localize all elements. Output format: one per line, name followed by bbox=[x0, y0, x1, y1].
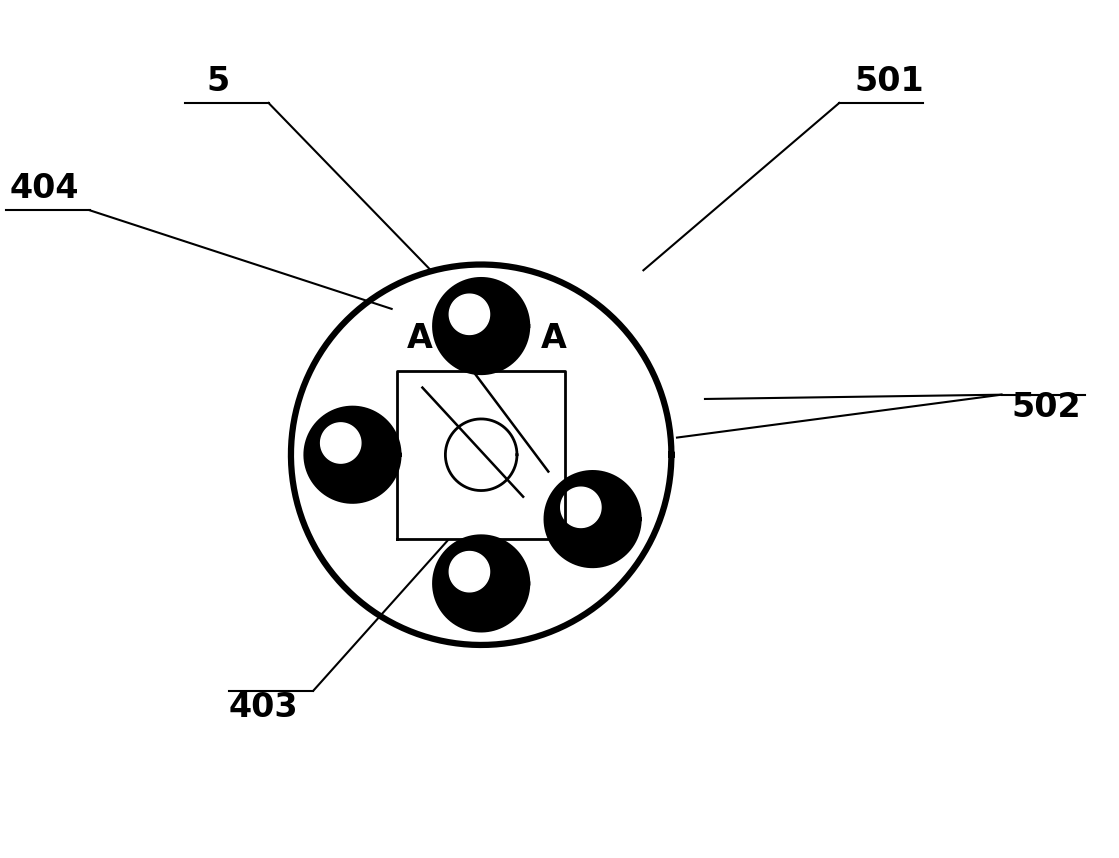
Text: 501: 501 bbox=[855, 65, 924, 98]
Polygon shape bbox=[332, 435, 349, 451]
Text: A: A bbox=[540, 323, 567, 355]
Text: 502: 502 bbox=[1012, 391, 1081, 424]
Polygon shape bbox=[321, 423, 360, 463]
Text: 5: 5 bbox=[207, 65, 229, 98]
Polygon shape bbox=[561, 487, 601, 528]
Polygon shape bbox=[327, 429, 355, 457]
Polygon shape bbox=[305, 408, 399, 502]
Text: 403: 403 bbox=[228, 692, 298, 724]
Polygon shape bbox=[461, 564, 478, 580]
Text: A: A bbox=[406, 323, 433, 355]
Polygon shape bbox=[455, 558, 483, 586]
Polygon shape bbox=[455, 300, 483, 329]
Polygon shape bbox=[434, 536, 528, 631]
Polygon shape bbox=[546, 472, 640, 566]
Polygon shape bbox=[450, 552, 490, 592]
Polygon shape bbox=[434, 279, 528, 373]
Polygon shape bbox=[461, 306, 478, 323]
Text: —: — bbox=[470, 321, 504, 353]
Polygon shape bbox=[573, 499, 589, 516]
Polygon shape bbox=[566, 493, 595, 522]
Text: 404: 404 bbox=[10, 172, 79, 205]
Polygon shape bbox=[450, 294, 490, 335]
